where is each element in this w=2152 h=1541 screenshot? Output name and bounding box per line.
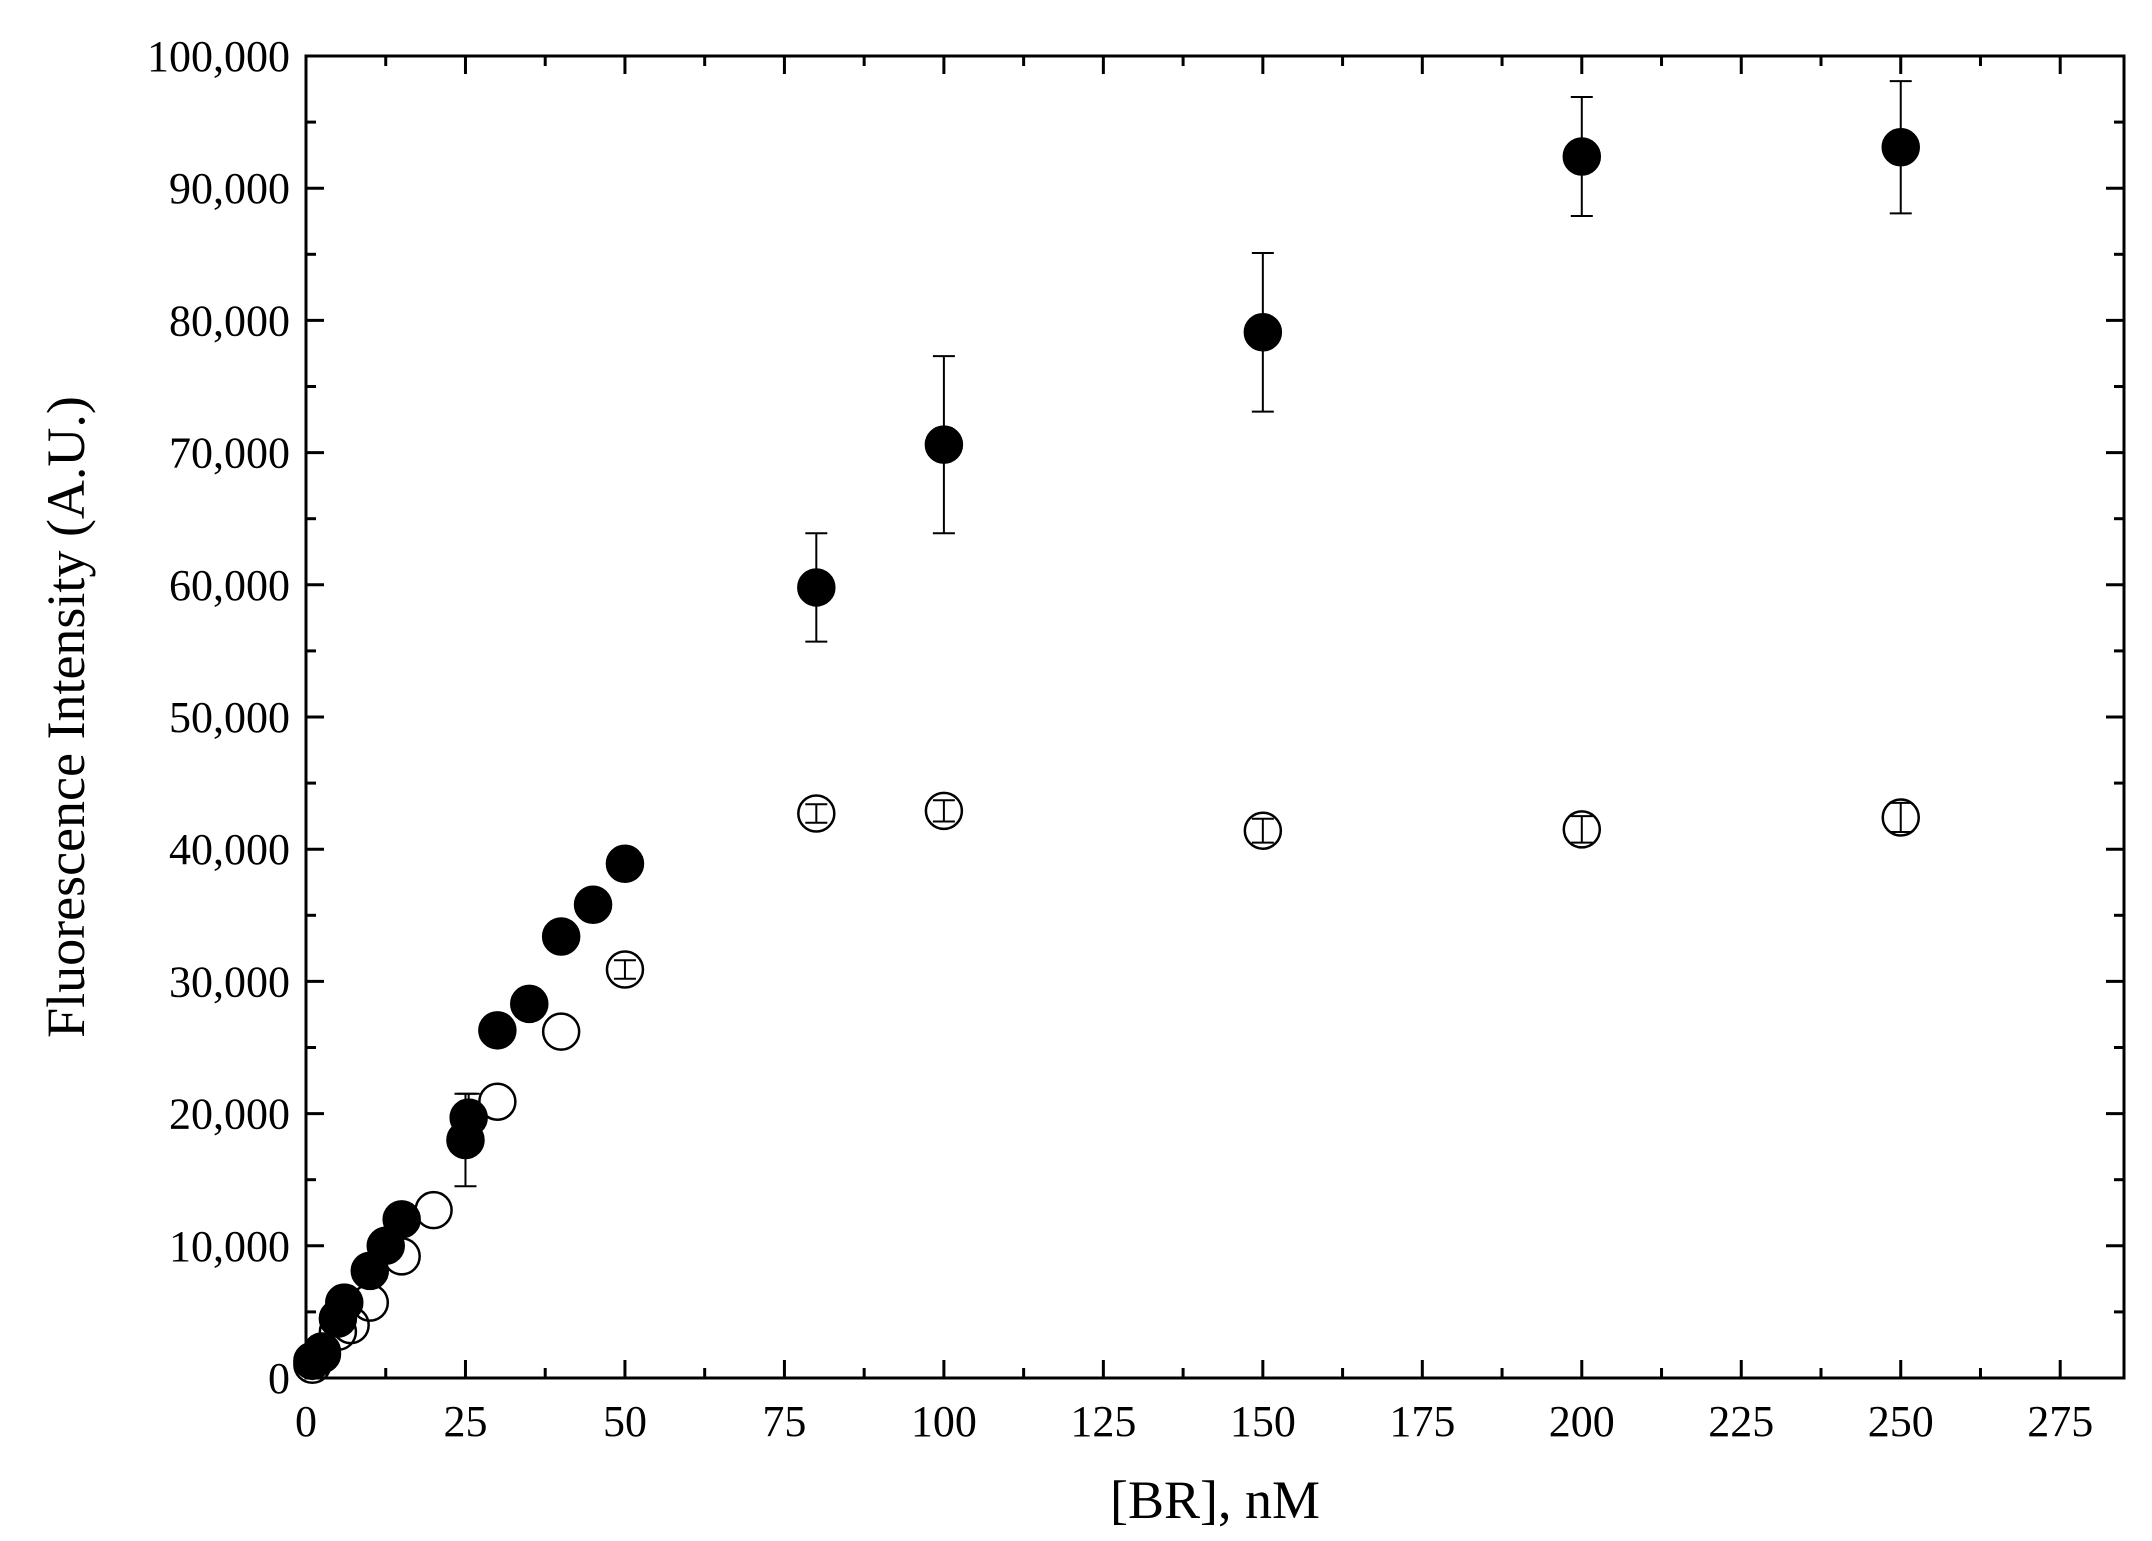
y-axis-tick-labels: 0 10,000 20,000 30,000 40,000 50,000 60,000 70,…	[147, 32, 290, 1403]
x-axis-tick-labels: 0 25 50 75 100 125 150 175 200 225 250 275	[295, 1397, 2093, 1446]
data-point-filled	[449, 1098, 488, 1137]
data-point-filled	[382, 1200, 421, 1239]
data-point-open	[382, 1237, 421, 1276]
data-point-filled	[510, 984, 549, 1024]
error-bar	[1570, 815, 1593, 844]
axis-ticks-layer	[304, 54, 2124, 1380]
y-tick-label: 20,000	[169, 1090, 290, 1139]
error-bar	[1251, 817, 1274, 844]
x-tick-label: 250	[1868, 1397, 1934, 1446]
y-tick-label: 50,000	[169, 693, 290, 742]
x-tick-label: 275	[2027, 1397, 2093, 1446]
y-axis-title: Fluorescence Intensity (A.U.)	[36, 396, 96, 1038]
x-tick-label: 0	[295, 1397, 317, 1446]
y-tick-label: 30,000	[169, 957, 290, 1006]
data-point-filled	[924, 425, 964, 464]
y-tick-label: 100,000	[147, 32, 290, 81]
data-point-open	[331, 1305, 370, 1345]
x-tick-label: 25	[443, 1397, 487, 1446]
data-point-filled	[605, 844, 645, 883]
data-point-open	[924, 791, 964, 831]
data-point-open	[797, 794, 836, 833]
data-point-open	[302, 1334, 342, 1374]
error-bar	[932, 799, 955, 823]
x-tick-label: 150	[1230, 1397, 1296, 1446]
data-point-open	[293, 1345, 332, 1385]
x-tick-label: 75	[762, 1397, 806, 1446]
data-point-filled	[573, 885, 613, 924]
error-bar	[1889, 801, 1912, 834]
y-tick-label: 40,000	[169, 825, 290, 874]
data-point-open	[350, 1283, 390, 1322]
x-tick-label: 225	[1708, 1397, 1774, 1446]
data-point-filled	[478, 1011, 517, 1050]
data-point-open	[1243, 811, 1283, 850]
x-tick-label: 125	[1070, 1397, 1136, 1446]
data-point-open	[1881, 798, 1920, 837]
plot-area-frame	[304, 54, 2126, 1380]
data-point-open	[478, 1082, 517, 1121]
data-point-open	[1562, 810, 1602, 849]
data-point-filled	[797, 568, 836, 607]
x-tick-label: 175	[1389, 1397, 1455, 1446]
data-point-open	[541, 1012, 581, 1051]
data-point-filled	[541, 917, 581, 956]
y-tick-label: 10,000	[169, 1222, 290, 1271]
error-bar	[613, 959, 636, 980]
data-point-filled	[1881, 127, 1920, 167]
y-tick-label: 90,000	[169, 164, 290, 213]
error-bar	[805, 803, 828, 824]
x-tick-label: 50	[603, 1397, 647, 1446]
y-tick-label: 60,000	[169, 561, 290, 610]
data-point-filled	[1243, 313, 1283, 352]
y-tick-label: 70,000	[169, 429, 290, 478]
markers-layer	[293, 127, 1920, 1385]
data-point-filled	[1562, 137, 1602, 176]
x-tick-label: 200	[1549, 1397, 1615, 1446]
x-axis-title: [BR], nM	[1110, 1470, 1320, 1530]
y-tick-label: 80,000	[169, 296, 290, 345]
error-bars-layer	[454, 80, 1912, 1188]
data-point-open	[414, 1190, 453, 1230]
x-tick-label: 100	[911, 1397, 977, 1446]
y-tick-label: 0	[268, 1354, 290, 1403]
data-point-open	[605, 950, 645, 989]
